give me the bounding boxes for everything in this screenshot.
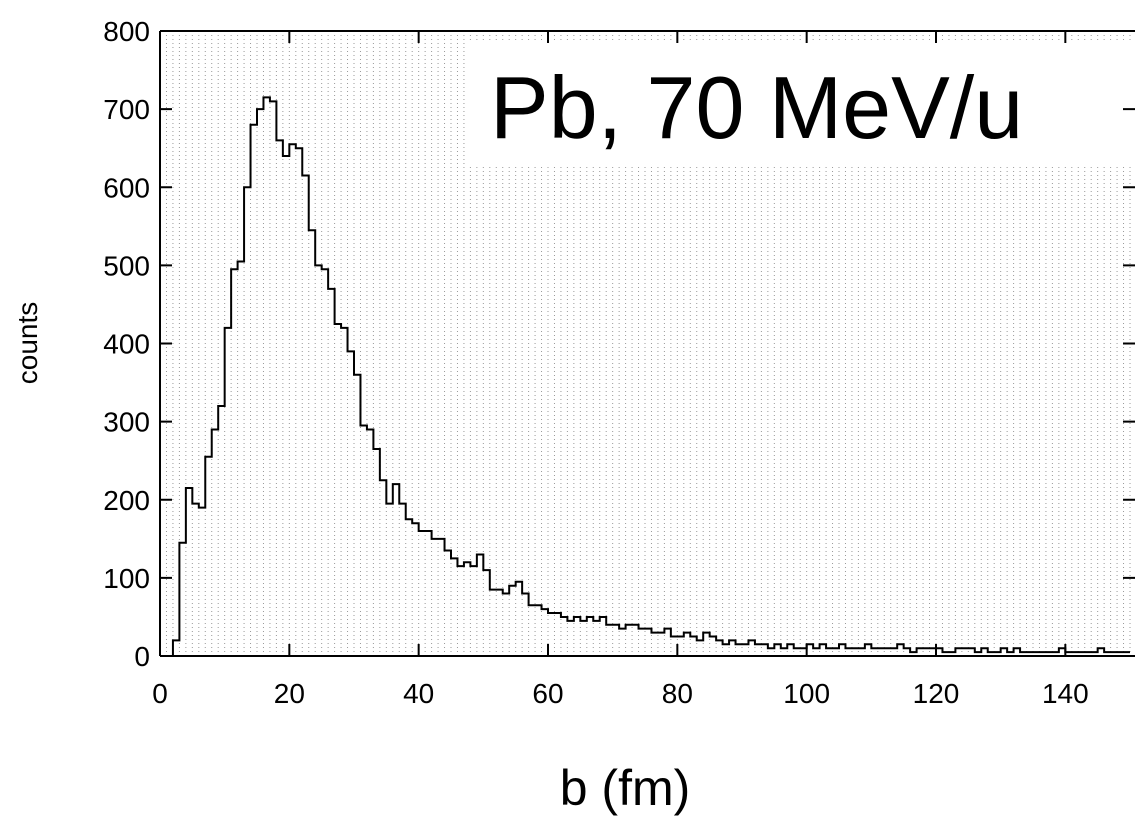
labels-layer: counts b (fm) 0 100 200 300 400 500 600 700 800 0… — [12, 16, 1089, 816]
histogram-layer — [160, 96, 1130, 657]
annotation-label: Pb, 70 MeV/u — [490, 58, 1023, 157]
annotation-layer: Pb, 70 MeV/u — [468, 40, 1132, 164]
y-axis-title: counts — [12, 302, 43, 385]
y-tick-label: 500 — [103, 250, 150, 281]
y-tick-label: 100 — [103, 563, 150, 594]
x-tick-label: 0 — [152, 678, 168, 709]
y-tick-label: 0 — [134, 641, 150, 672]
y-tick-label: 200 — [103, 485, 150, 516]
histogram-series-line — [160, 96, 1130, 657]
x-tick-label: 40 — [403, 678, 434, 709]
x-tick-label: 60 — [532, 678, 563, 709]
y-tick-label: 800 — [103, 16, 150, 47]
x-axis-title: b (fm) — [560, 760, 691, 816]
ticks-layer — [159, 30, 1135, 657]
y-tick-label: 400 — [103, 329, 150, 360]
annotation-box — [468, 40, 1132, 164]
x-tick-label: 140 — [1042, 678, 1089, 709]
x-tick-label: 80 — [662, 678, 693, 709]
y-tick-label: 300 — [103, 407, 150, 438]
y-tick-label: 700 — [103, 94, 150, 125]
x-tick-label: 120 — [913, 678, 960, 709]
y-tick-label: 600 — [103, 172, 150, 203]
x-tick-label: 100 — [783, 678, 830, 709]
x-tick-label: 20 — [274, 678, 305, 709]
